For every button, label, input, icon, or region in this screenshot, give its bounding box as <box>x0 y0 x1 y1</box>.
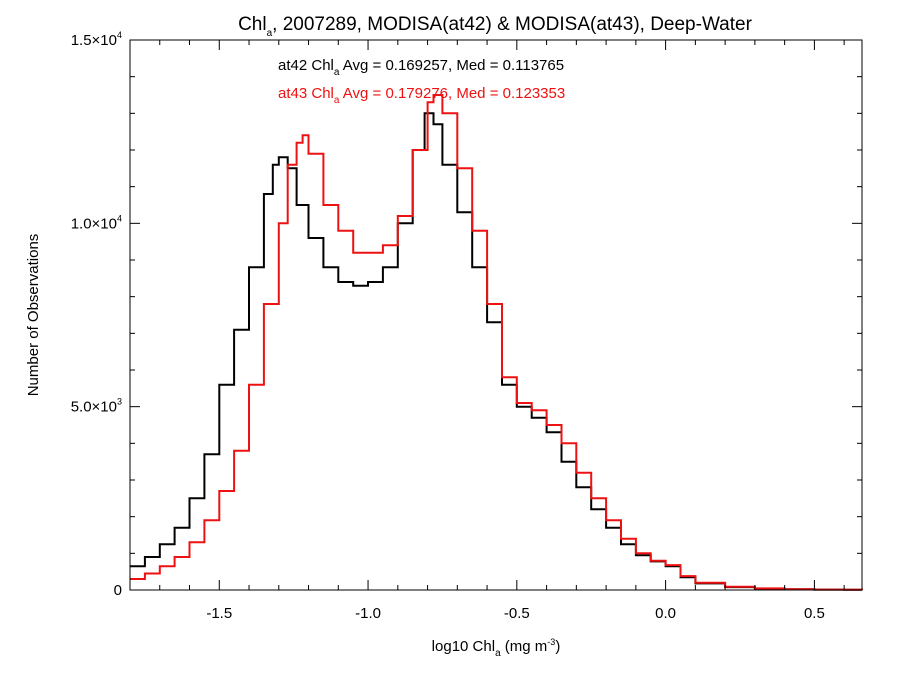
series-layer <box>130 94 863 591</box>
x-tick-label: -1.0 <box>355 605 381 622</box>
series-line-at43 <box>130 94 863 591</box>
y-tick-label: 5.0×103 <box>71 397 122 416</box>
y-tick-label: 1.0×104 <box>71 213 122 232</box>
x-tick-label: -0.5 <box>504 605 530 622</box>
x-axis-label: log10 Chla (mg m-3) <box>432 637 561 659</box>
x-tick-label: -1.5 <box>206 605 232 622</box>
series-line-at42 <box>130 112 863 591</box>
series-stat-at42: at42 Chla Avg = 0.169257, Med = 0.113765 <box>278 57 564 78</box>
y-tick-label: 0 <box>114 582 122 599</box>
tick-layer: -1.5 -1.0 -0.5 0.0 0.5 0 5.0×103 1.0×104 1.5×104 <box>71 30 862 622</box>
x-tick-label: 0.5 <box>804 605 825 622</box>
series-stat-at43: at43 Chla Avg = 0.179276, Med = 0.123353 <box>278 85 565 106</box>
chart-title: Chla, 2007289, MODISA(at42) & MODISA(at4… <box>238 14 753 39</box>
x-tick-label: 0.0 <box>655 605 676 622</box>
y-axis-label: Number of Observations <box>25 234 42 397</box>
y-tick-label: 1.5×104 <box>71 30 122 49</box>
plot-frame <box>129 39 863 591</box>
